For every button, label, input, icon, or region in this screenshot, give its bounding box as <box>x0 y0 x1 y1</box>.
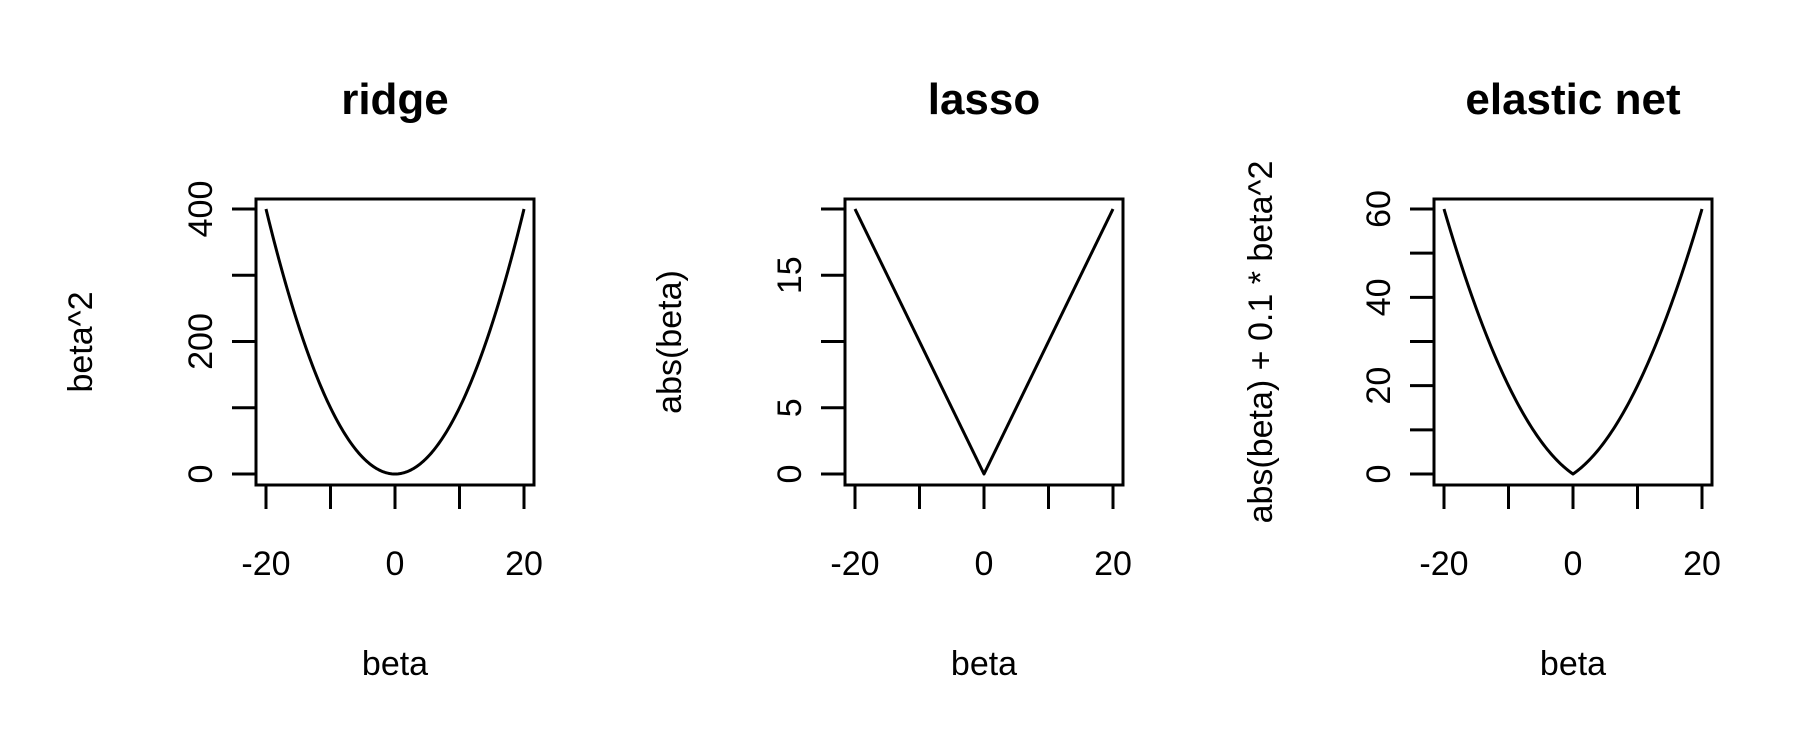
chart-title: ridge <box>341 75 449 124</box>
chart-title: elastic net <box>1465 75 1681 124</box>
y-axis-label: abs(beta) + 0.1 * beta^2 <box>1242 161 1280 524</box>
plot-frame <box>254 197 536 487</box>
x-tick-label: -20 <box>1419 545 1468 583</box>
x-tick-label: 20 <box>1683 545 1721 583</box>
x-tick-label: 20 <box>505 545 543 583</box>
x-tick-label: 0 <box>975 545 994 583</box>
y-axis: 0 5 15 <box>771 207 847 484</box>
y-axis: 0 20 40 60 <box>1360 190 1436 484</box>
y-tick-label: 0 <box>182 465 220 484</box>
y-tick-label: 60 <box>1360 190 1398 228</box>
y-tick-label: 20 <box>1360 367 1398 405</box>
x-tick-label: -20 <box>830 545 879 583</box>
panel-elastic-net: elastic net beta abs(beta) + 0.1 * beta^… <box>1242 75 1721 683</box>
y-tick-label: 0 <box>1360 465 1398 484</box>
y-tick-label: 400 <box>182 181 220 238</box>
y-axis-label: beta^2 <box>62 291 100 392</box>
plot-frame <box>843 197 1125 487</box>
y-axis-label: abs(beta) <box>651 270 689 414</box>
x-axis: -20 0 20 <box>1419 483 1721 583</box>
x-axis-label: beta <box>362 645 428 683</box>
y-tick-label: 15 <box>771 256 809 294</box>
x-tick-label: 0 <box>386 545 405 583</box>
y-axis: 0 200 400 <box>182 181 258 484</box>
y-tick-label: 200 <box>182 313 220 370</box>
series-line <box>1442 208 1704 476</box>
panel-lasso: lasso beta abs(beta) -20 0 20 0 5 15 <box>651 75 1132 683</box>
x-axis: -20 0 20 <box>830 483 1132 583</box>
x-tick-label: 20 <box>1094 545 1132 583</box>
y-tick-label: 40 <box>1360 278 1398 316</box>
panel-ridge: ridge beta beta^2 -20 0 20 0 200 400 <box>62 75 543 683</box>
series-line <box>264 208 526 476</box>
x-axis-label: beta <box>951 645 1017 683</box>
x-tick-label: 0 <box>1564 545 1583 583</box>
x-tick-label: -20 <box>241 545 290 583</box>
chart-title: lasso <box>928 75 1041 124</box>
x-axis-label: beta <box>1540 645 1606 683</box>
series-line <box>853 208 1115 476</box>
x-axis: -20 0 20 <box>241 483 543 583</box>
y-tick-label: 5 <box>771 398 809 417</box>
plot-frame <box>1432 197 1714 487</box>
y-tick-label: 0 <box>771 465 809 484</box>
